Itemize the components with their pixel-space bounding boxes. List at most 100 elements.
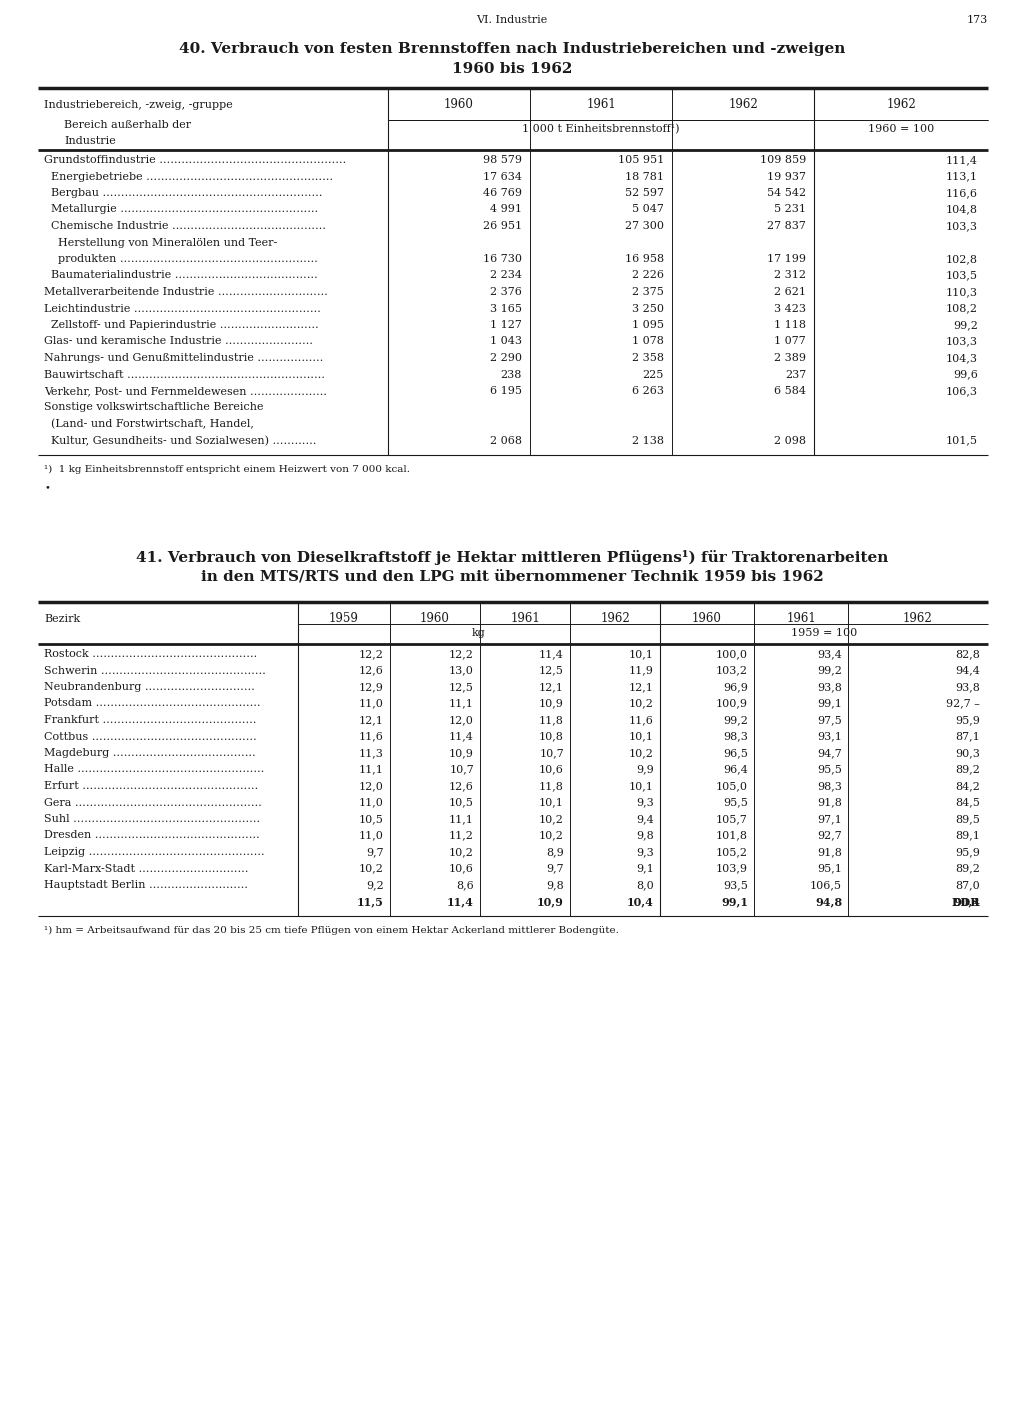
Text: 104,3: 104,3 — [946, 353, 978, 363]
Text: kg: kg — [472, 628, 485, 638]
Text: 103,9: 103,9 — [716, 863, 748, 873]
Text: 11,4: 11,4 — [447, 897, 474, 907]
Text: 91,8: 91,8 — [817, 846, 842, 858]
Text: 95,5: 95,5 — [723, 797, 748, 807]
Text: 12,1: 12,1 — [629, 682, 654, 692]
Text: 1961: 1961 — [510, 612, 540, 626]
Text: ¹) hm = Arbeitsaufwand für das 20 bis 25 cm tiefe Pflügen von einem Hektar Acker: ¹) hm = Arbeitsaufwand für das 20 bis 25… — [44, 927, 618, 935]
Text: 84,2: 84,2 — [955, 780, 980, 792]
Text: Schwerin ………………………………………: Schwerin ……………………………………… — [44, 665, 266, 675]
Text: 10,7: 10,7 — [450, 765, 474, 775]
Text: 1960 = 100: 1960 = 100 — [868, 124, 934, 134]
Text: 10,4: 10,4 — [627, 897, 654, 907]
Text: 11,1: 11,1 — [450, 814, 474, 824]
Text: 100,9: 100,9 — [716, 699, 748, 709]
Text: 91,8: 91,8 — [817, 797, 842, 807]
Text: 9,3: 9,3 — [636, 846, 654, 858]
Text: 96,4: 96,4 — [723, 765, 748, 775]
Text: 12,1: 12,1 — [539, 682, 564, 692]
Text: 2 621: 2 621 — [774, 287, 806, 297]
Text: 105,0: 105,0 — [716, 780, 748, 792]
Text: Suhl ……………………………………………: Suhl …………………………………………… — [44, 814, 260, 824]
Text: 99,1: 99,1 — [721, 897, 748, 907]
Text: 10,9: 10,9 — [539, 699, 564, 709]
Text: DDR: DDR — [951, 897, 980, 907]
Text: Grundstoffindustrie ……………………………………………: Grundstoffindustrie …………………………………………… — [44, 155, 346, 165]
Text: 3 165: 3 165 — [490, 304, 522, 314]
Text: 12,6: 12,6 — [450, 780, 474, 792]
Text: 18 781: 18 781 — [625, 172, 664, 181]
Text: 106,5: 106,5 — [810, 880, 842, 890]
Text: Verkehr, Post- und Fernmeldewesen …………………: Verkehr, Post- und Fernmeldewesen ………………… — [44, 387, 327, 396]
Text: 11,4: 11,4 — [450, 731, 474, 741]
Text: 95,9: 95,9 — [955, 846, 980, 858]
Text: 10,6: 10,6 — [539, 765, 564, 775]
Text: 12,9: 12,9 — [359, 682, 384, 692]
Text: 95,5: 95,5 — [817, 765, 842, 775]
Text: 19 937: 19 937 — [767, 172, 806, 181]
Text: 27 300: 27 300 — [625, 221, 664, 231]
Text: 10,9: 10,9 — [538, 897, 564, 907]
Text: 113,1: 113,1 — [946, 172, 978, 181]
Text: 9,8: 9,8 — [546, 880, 564, 890]
Text: 173: 173 — [967, 15, 988, 25]
Text: 11,8: 11,8 — [539, 716, 564, 725]
Text: 10,6: 10,6 — [450, 863, 474, 873]
Text: VI. Industrie: VI. Industrie — [476, 15, 548, 25]
Text: 54 542: 54 542 — [767, 188, 806, 198]
Text: Gera ……………………………………………: Gera …………………………………………… — [44, 797, 262, 807]
Text: 13,0: 13,0 — [450, 665, 474, 675]
Text: 12,1: 12,1 — [359, 716, 384, 725]
Text: 1 118: 1 118 — [774, 321, 806, 330]
Text: 101,8: 101,8 — [716, 831, 748, 841]
Text: 2 376: 2 376 — [490, 287, 522, 297]
Text: 95,1: 95,1 — [817, 863, 842, 873]
Text: 27 837: 27 837 — [767, 221, 806, 231]
Text: 1962: 1962 — [728, 98, 758, 111]
Text: 10,8: 10,8 — [539, 731, 564, 741]
Text: Metallverarbeitende Industrie …………………………: Metallverarbeitende Industrie ………………………… — [44, 287, 328, 297]
Text: 26 951: 26 951 — [483, 221, 522, 231]
Text: 11,2: 11,2 — [450, 831, 474, 841]
Text: 12,2: 12,2 — [450, 650, 474, 659]
Text: 99,2: 99,2 — [953, 321, 978, 330]
Text: 12,0: 12,0 — [450, 716, 474, 725]
Text: 9,3: 9,3 — [636, 797, 654, 807]
Text: 2 138: 2 138 — [632, 436, 664, 446]
Text: 101,5: 101,5 — [946, 436, 978, 446]
Text: Bereich außerhalb der: Bereich außerhalb der — [63, 120, 191, 129]
Text: 116,6: 116,6 — [946, 188, 978, 198]
Text: 3 423: 3 423 — [774, 304, 806, 314]
Text: 10,2: 10,2 — [450, 846, 474, 858]
Text: 11,9: 11,9 — [629, 665, 654, 675]
Text: 9,7: 9,7 — [367, 846, 384, 858]
Text: 1 095: 1 095 — [632, 321, 664, 330]
Text: Bauwirtschaft ………………………………………………: Bauwirtschaft ……………………………………………… — [44, 370, 325, 380]
Text: 94,8: 94,8 — [815, 897, 842, 907]
Text: 94,7: 94,7 — [817, 748, 842, 758]
Text: 10,1: 10,1 — [629, 731, 654, 741]
Text: (Land- und Forstwirtschaft, Handel,: (Land- und Forstwirtschaft, Handel, — [44, 419, 254, 429]
Text: Halle ……………………………………………: Halle …………………………………………… — [44, 765, 264, 775]
Text: 9,2: 9,2 — [367, 880, 384, 890]
Text: 4 991: 4 991 — [490, 204, 522, 215]
Text: 104,8: 104,8 — [946, 204, 978, 215]
Text: 10,5: 10,5 — [359, 814, 384, 824]
Text: 99,1: 99,1 — [817, 699, 842, 709]
Text: 89,5: 89,5 — [955, 814, 980, 824]
Text: 10,2: 10,2 — [539, 831, 564, 841]
Text: 89,2: 89,2 — [955, 863, 980, 873]
Text: 8,6: 8,6 — [457, 880, 474, 890]
Text: 100,0: 100,0 — [716, 650, 748, 659]
Text: 52 597: 52 597 — [625, 188, 664, 198]
Text: 110,3: 110,3 — [946, 287, 978, 297]
Text: 103,5: 103,5 — [946, 270, 978, 281]
Text: 1 078: 1 078 — [632, 336, 664, 346]
Text: 10,1: 10,1 — [539, 797, 564, 807]
Text: 11,5: 11,5 — [357, 897, 384, 907]
Text: 103,3: 103,3 — [946, 221, 978, 231]
Text: 1959 = 100: 1959 = 100 — [791, 628, 857, 638]
Text: 93,1: 93,1 — [817, 731, 842, 741]
Text: 5 231: 5 231 — [774, 204, 806, 215]
Text: 11,4: 11,4 — [539, 650, 564, 659]
